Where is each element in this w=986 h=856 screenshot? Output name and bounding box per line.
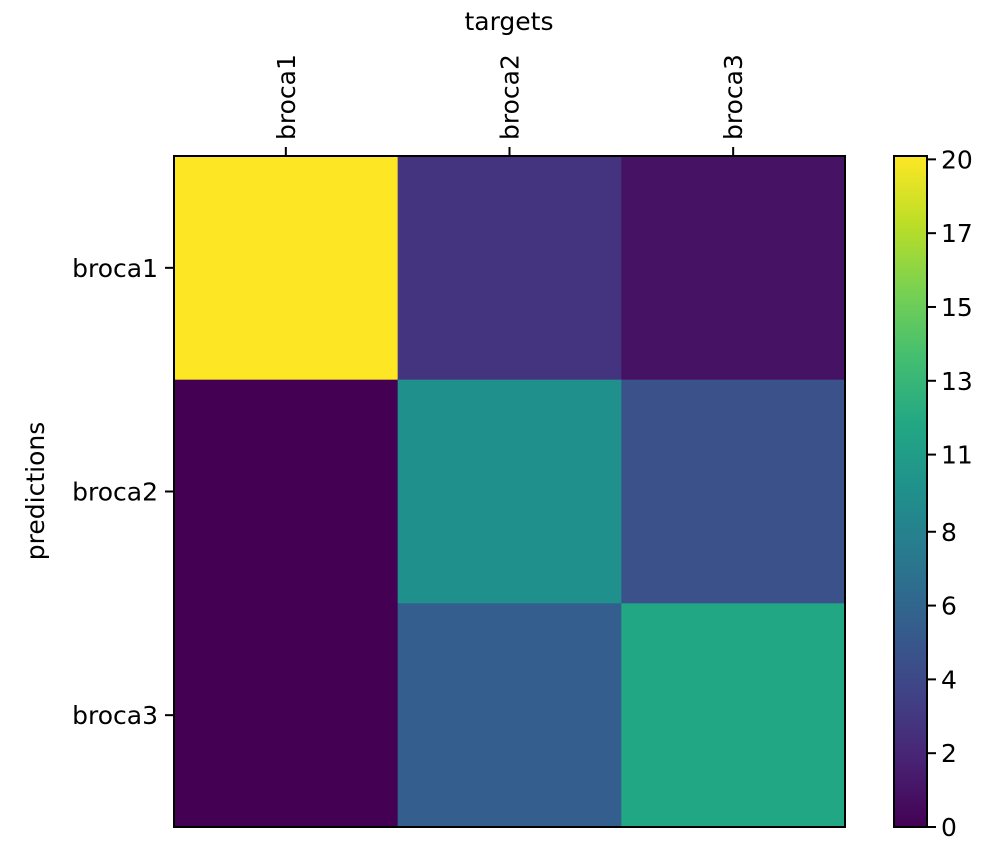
heatmap-cell-broca2-broca2 — [397, 379, 622, 604]
colorbar-tick-label: 4 — [941, 665, 957, 694]
heatmap-cells — [174, 156, 846, 828]
heatmap-cell-broca2-broca1 — [174, 379, 399, 604]
heatmap-cell-broca1-broca2 — [397, 156, 622, 381]
colorbar-tick-label: 2 — [941, 739, 957, 768]
y-axis-ticks: broca1 broca2 broca3 — [72, 254, 174, 730]
x-tick-label: broca1 — [272, 54, 301, 140]
colorbar-frame — [893, 155, 928, 828]
x-tick-label: broca3 — [719, 54, 748, 140]
heatmap-cell-broca3-broca2 — [397, 603, 622, 828]
colorbar-tick-label: 11 — [941, 441, 973, 470]
x-tick-label: broca2 — [496, 54, 525, 140]
x-axis-ticks: broca1 broca2 broca3 — [272, 54, 748, 156]
colorbar: 0 2 4 6 8 11 13 15 17 20 — [893, 145, 973, 842]
colorbar-tick-label: 0 — [941, 813, 957, 842]
colorbar-tick-label: 8 — [941, 518, 957, 547]
x-axis-label: targets — [464, 7, 553, 36]
heatmap-cell-broca2-broca3 — [621, 379, 846, 604]
colorbar-gradient — [894, 156, 927, 827]
y-axis-label: predictions — [21, 422, 50, 560]
y-tick-label: broca3 — [72, 701, 158, 730]
colorbar-tick-label: 13 — [941, 367, 973, 396]
heatmap-cell-broca1-broca3 — [621, 156, 846, 381]
y-tick-label: broca2 — [72, 478, 158, 507]
heatmap-cell-broca1-broca1 — [174, 156, 399, 381]
colorbar-tick-label: 6 — [941, 592, 957, 621]
colorbar-tick-label: 20 — [941, 145, 973, 174]
colorbar-tick-label: 17 — [941, 219, 973, 248]
heatmap-cell-broca3-broca3 — [621, 603, 846, 828]
colorbar-ticks: 0 2 4 6 8 11 13 15 17 20 — [927, 145, 973, 842]
y-tick-label: broca1 — [72, 254, 158, 283]
heatmap-cell-broca3-broca1 — [174, 603, 399, 828]
colorbar-tick-label: 15 — [941, 293, 973, 322]
